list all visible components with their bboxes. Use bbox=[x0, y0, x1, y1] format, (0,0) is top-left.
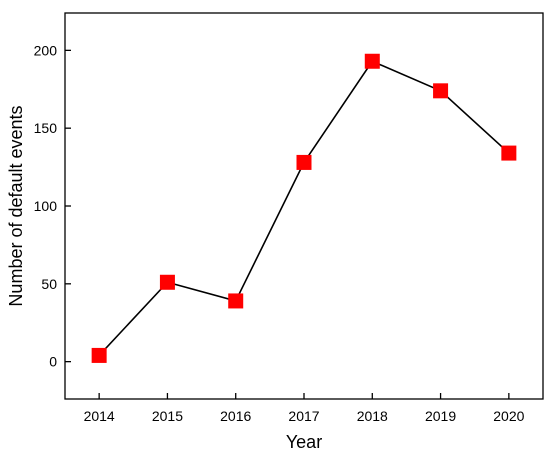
x-tick-label: 2020 bbox=[493, 408, 524, 424]
marker bbox=[433, 83, 449, 99]
x-tick-label: 2018 bbox=[357, 408, 388, 424]
marker bbox=[296, 154, 312, 170]
x-tick-label: 2015 bbox=[152, 408, 183, 424]
y-tick-label: 200 bbox=[34, 42, 58, 58]
x-axis-label: Year bbox=[286, 432, 322, 452]
marker bbox=[501, 145, 517, 161]
marker bbox=[91, 347, 107, 363]
data-line bbox=[98, 60, 510, 356]
x-tick-label: 2019 bbox=[425, 408, 456, 424]
y-tick-label: 100 bbox=[34, 198, 58, 214]
marker bbox=[228, 293, 244, 309]
marker bbox=[159, 274, 175, 290]
x-tick-label: 2017 bbox=[288, 408, 319, 424]
y-tick-label: 150 bbox=[34, 120, 58, 136]
marker bbox=[364, 53, 380, 69]
y-tick-label: 0 bbox=[49, 354, 57, 370]
y-axis-label: Number of default events bbox=[6, 105, 26, 306]
x-tick-label: 2014 bbox=[84, 408, 115, 424]
y-tick-label: 50 bbox=[41, 276, 57, 292]
plot-frame bbox=[64, 12, 544, 400]
x-tick-label: 2016 bbox=[220, 408, 251, 424]
